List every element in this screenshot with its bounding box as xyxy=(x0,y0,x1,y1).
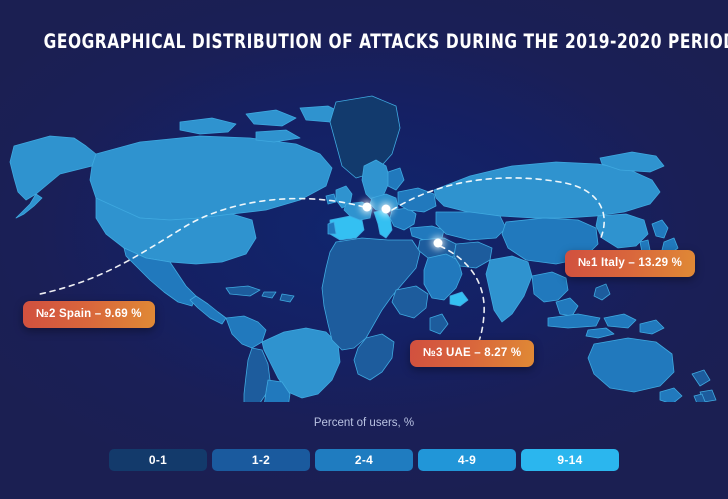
callout-spain[interactable]: №2 Spain – 9.69 % xyxy=(23,301,155,328)
callout-spain-label: №2 Spain – 9.69 % xyxy=(36,308,142,320)
legend-item-4-label: 9-14 xyxy=(557,453,583,467)
legend-item-2-label: 2-4 xyxy=(354,453,374,467)
connector-spain xyxy=(39,197,365,295)
callout-uae-label: №3 UAE – 8.27 % xyxy=(423,347,522,359)
connector-uae xyxy=(439,245,485,345)
legend: 0-1 1-2 2-4 4-9 9-14 xyxy=(0,449,728,471)
legend-item-1-label: 1-2 xyxy=(251,453,271,467)
callout-uae[interactable]: №3 UAE – 8.27 % xyxy=(410,340,535,367)
legend-caption: Percent of users, % xyxy=(313,417,415,429)
marker-spain[interactable] xyxy=(362,202,372,212)
legend-item-3-label: 4-9 xyxy=(457,453,477,467)
marker-italy[interactable] xyxy=(381,204,391,214)
marker-uae[interactable] xyxy=(433,238,443,248)
legend-item-2[interactable]: 2-4 xyxy=(315,449,413,471)
callout-italy-label: №1 Italy – 13.29 % xyxy=(578,257,683,269)
callout-italy[interactable]: №1 Italy – 13.29 % xyxy=(565,250,696,277)
connector-italy xyxy=(391,177,605,241)
legend-item-0[interactable]: 0-1 xyxy=(109,449,207,471)
legend-item-0-label: 0-1 xyxy=(148,453,168,467)
world-map: .land{stroke:#3fa9e0;stroke-width:.8;str… xyxy=(0,62,728,402)
legend-item-3[interactable]: 4-9 xyxy=(418,449,516,471)
legend-item-1[interactable]: 1-2 xyxy=(212,449,310,471)
page-title: GEOGRAPHICAL DISTRIBUTION OF ATTACKS DUR… xyxy=(43,30,728,53)
legend-item-4[interactable]: 9-14 xyxy=(521,449,619,471)
